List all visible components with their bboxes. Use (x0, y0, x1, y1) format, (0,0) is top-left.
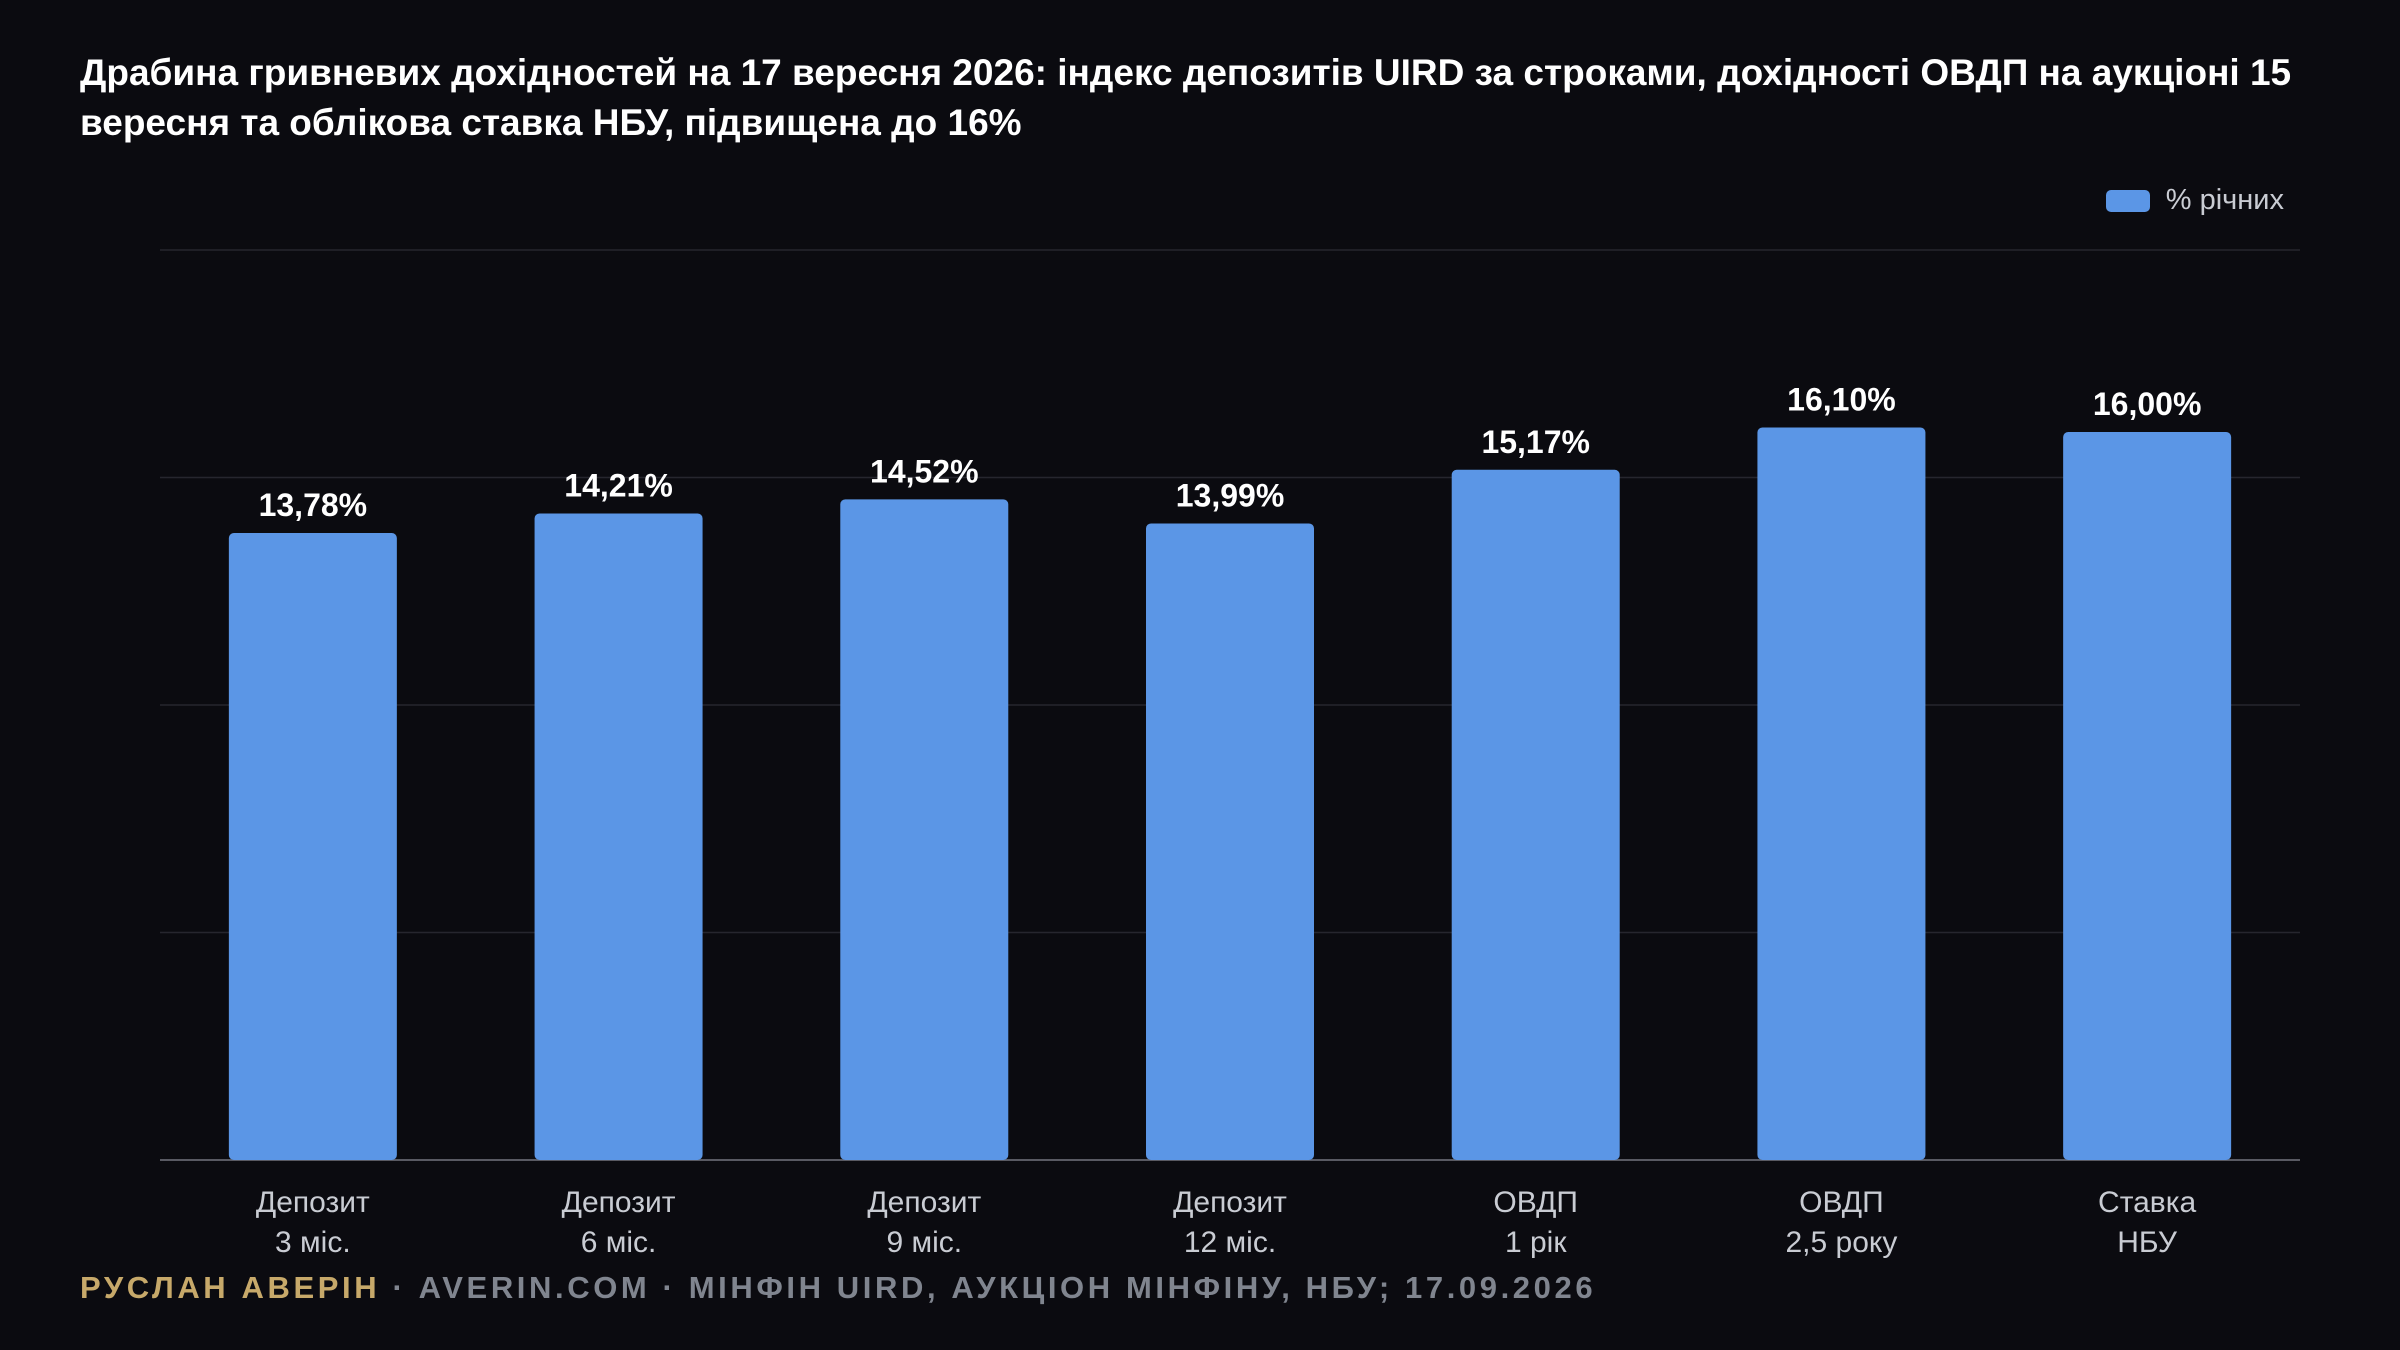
x-tick-label: ОВДП (1799, 1186, 1884, 1219)
footer-author: РУСЛАН АВЕРІН (80, 1270, 381, 1305)
data-label: 13,99% (1176, 477, 1285, 513)
x-tick-label: 1 рік (1505, 1226, 1567, 1259)
x-tick-label: 2,5 року (1785, 1226, 1897, 1259)
chart-title: Драбина гривневих дохідностей на 17 вере… (80, 52, 2292, 143)
bar (1146, 523, 1314, 1160)
bar (1451, 469, 1620, 1160)
bar (534, 513, 703, 1160)
data-label: 15,17% (1481, 424, 1590, 460)
x-tick-label: Депозит (256, 1186, 370, 1219)
bar (1757, 427, 1926, 1160)
x-tick-label: ОВДП (1493, 1186, 1578, 1219)
x-tick-label: Депозит (1173, 1186, 1287, 1219)
bar (840, 499, 1009, 1161)
footer-source: · AVERIN.COM · МІНФІН UIRD, АУКЦІОН МІНФ… (380, 1270, 1597, 1305)
x-tick-label: 3 міс. (275, 1226, 351, 1259)
x-tick-label: НБУ (2117, 1226, 2178, 1259)
legend-label: % річних (2165, 184, 2284, 216)
bar (2063, 432, 2232, 1160)
data-label: 14,21% (564, 467, 673, 503)
data-label: 13,78% (259, 487, 368, 523)
legend-swatch (2105, 189, 2150, 212)
legend: % річних (2105, 184, 2284, 217)
x-tick-label: 12 міс. (1184, 1226, 1276, 1259)
footer-credits: РУСЛАН АВЕРІН · AVERIN.COM · МІНФІН UIRD… (80, 1270, 1596, 1306)
data-label: 16,00% (2093, 386, 2202, 422)
data-label: 16,10% (1787, 381, 1896, 417)
x-tick-label: Депозит (562, 1186, 676, 1219)
bar (228, 533, 397, 1160)
x-tick-label: 6 міс. (581, 1226, 657, 1259)
x-tick-label: Ставка (2098, 1186, 2196, 1219)
x-tick-label: Депозит (867, 1186, 981, 1219)
data-label: 14,52% (870, 453, 979, 489)
x-tick-label: 9 міс. (886, 1226, 962, 1259)
